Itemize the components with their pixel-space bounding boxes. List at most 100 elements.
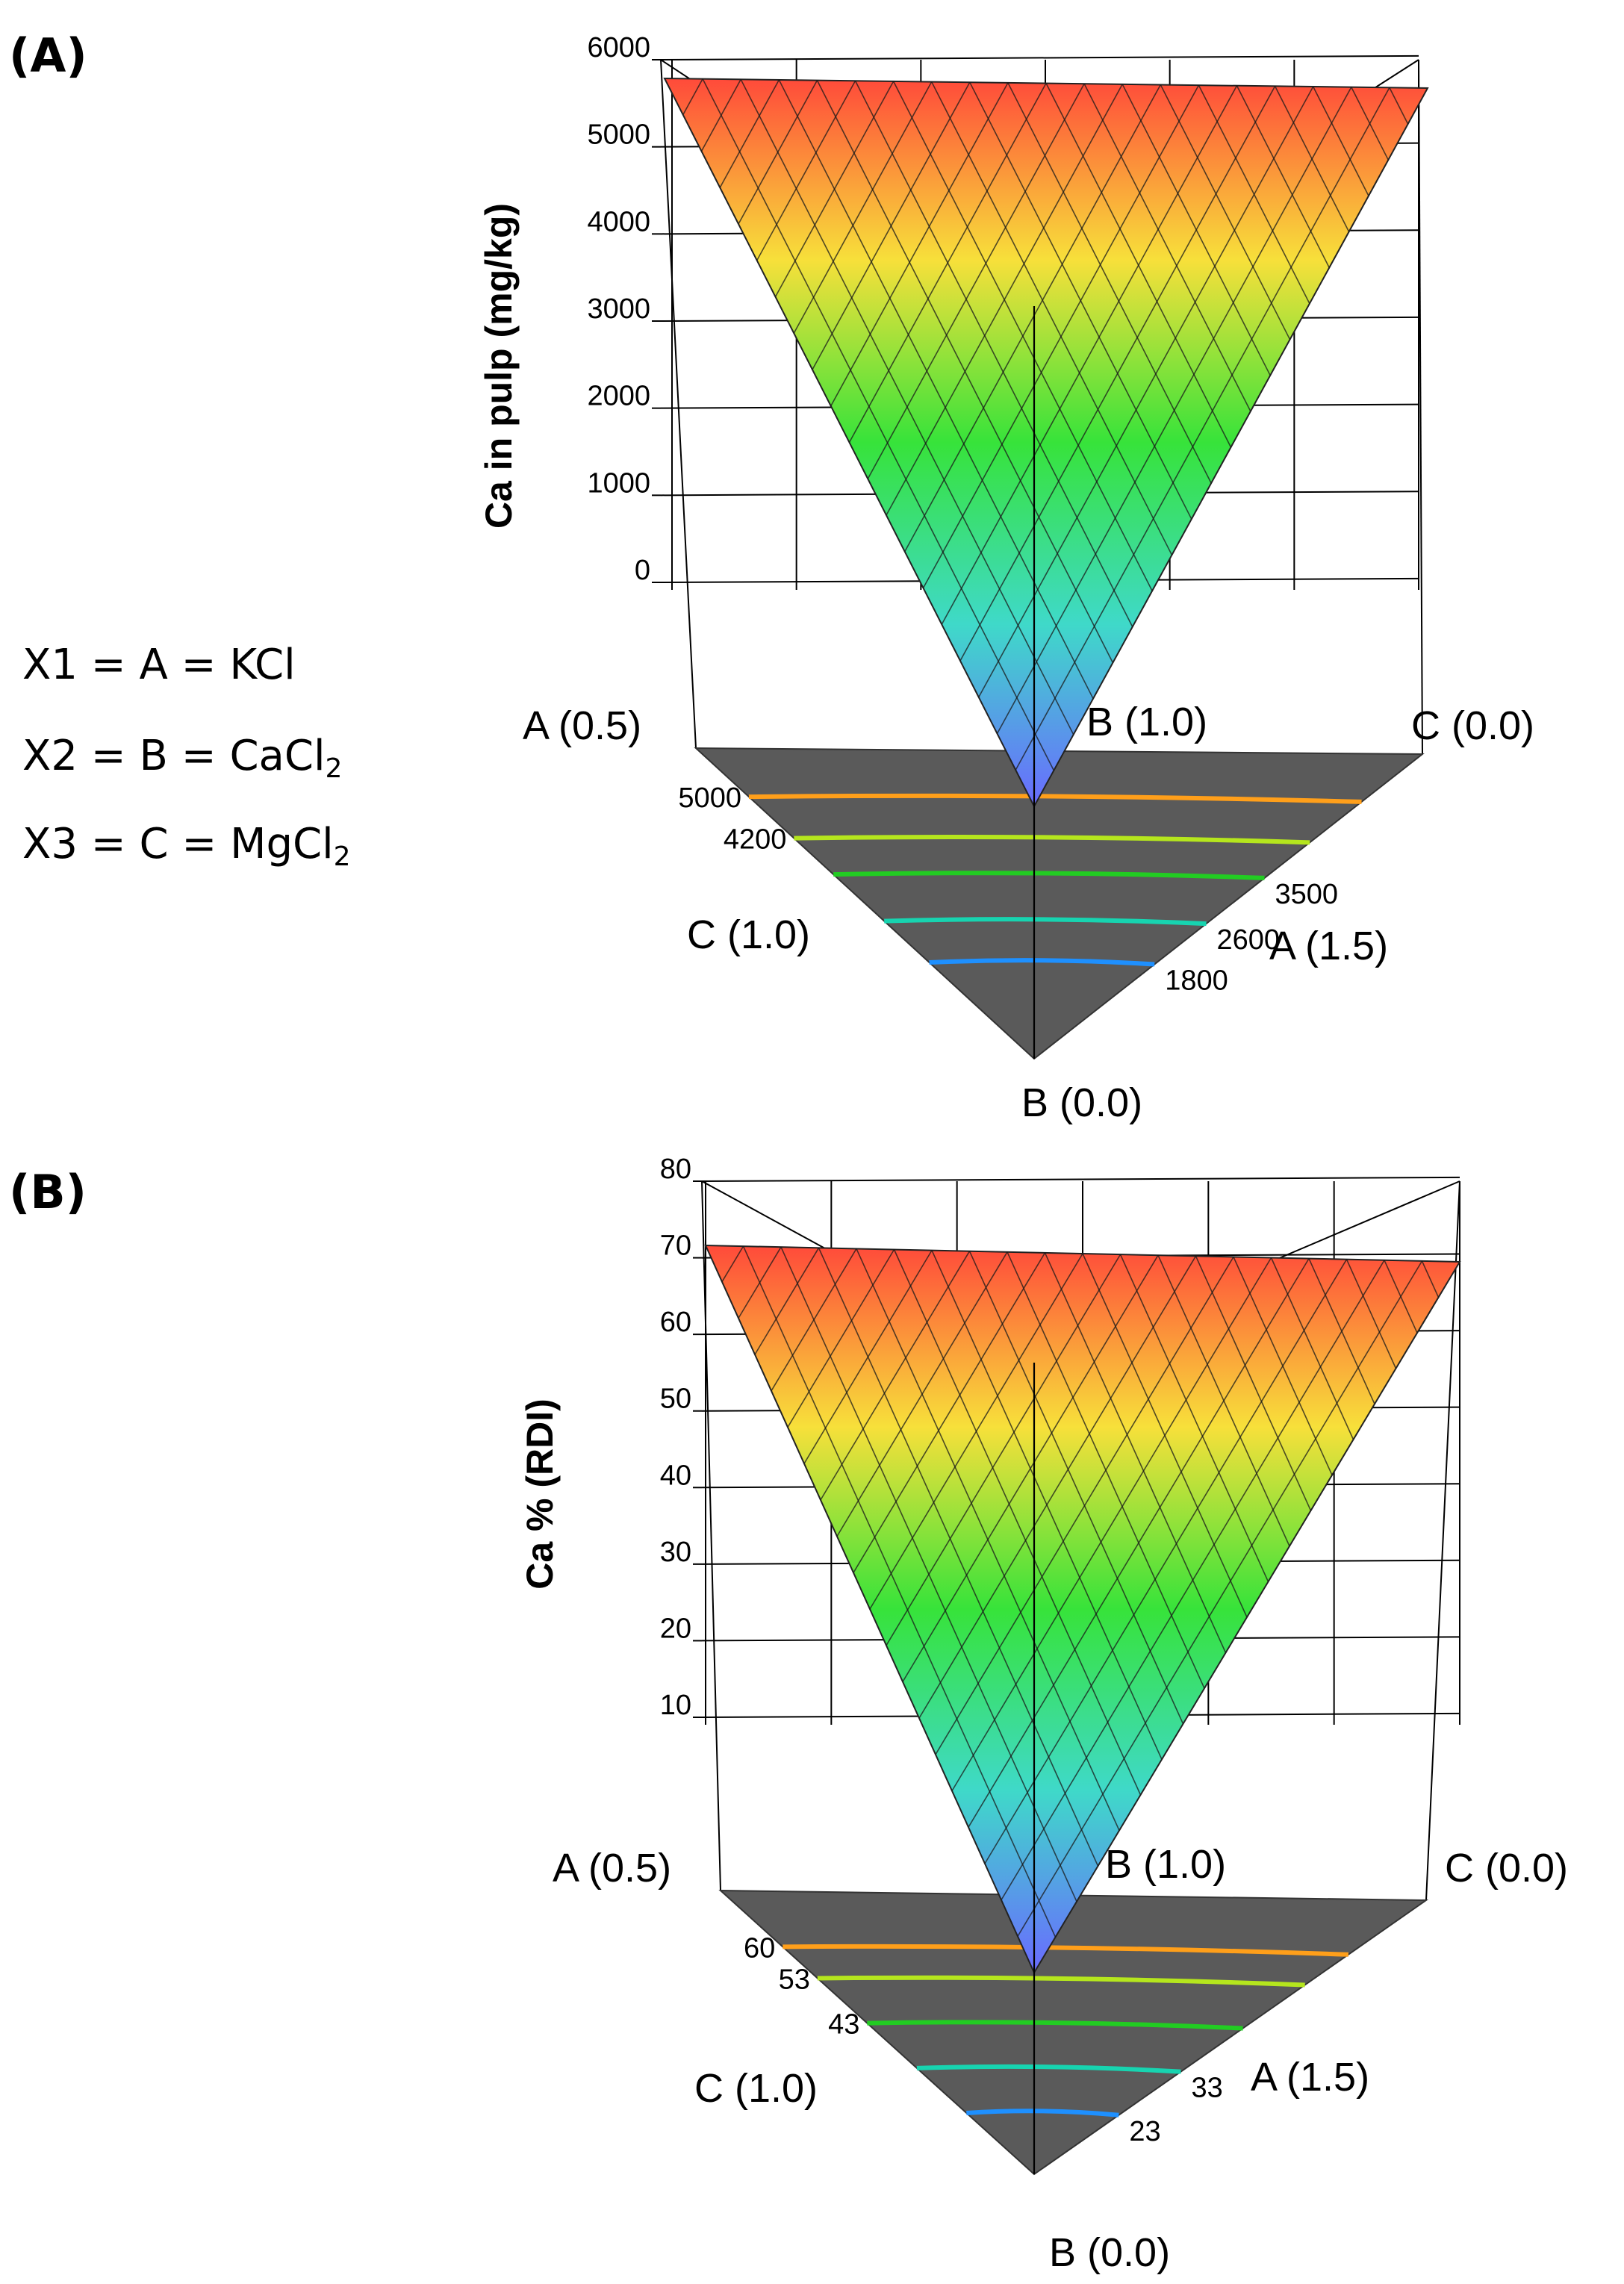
mesh-line <box>820 1251 971 1501</box>
mesh-line <box>935 1256 1234 1755</box>
contour-label: 43 <box>828 2009 859 2041</box>
ytick-label: 2000 <box>587 381 650 412</box>
mesh-line <box>951 1257 1272 1791</box>
mesh-line <box>742 1245 1057 1938</box>
ytick-label: 70 <box>660 1230 691 1262</box>
y-axis-title: Ca % (RDI) <box>519 1398 561 1590</box>
response-surface <box>704 1244 1461 1975</box>
legend-line-x1: X1 = A = KCl <box>22 641 296 693</box>
mesh-line <box>904 84 1162 553</box>
chart-panel-0: 6000 5000 4000 3000 2000 1000 0 Ca in pulp (mg/… <box>478 32 1534 1125</box>
mesh-line <box>719 79 780 188</box>
vertex-label-b-bottom: B (0.0) <box>1049 2230 1170 2275</box>
mesh-line <box>854 80 1133 627</box>
vertex-label-b-top: B (1.0) <box>1105 1842 1226 1887</box>
vertex-label-a-left: A (0.5) <box>523 703 641 748</box>
mesh-line <box>853 1252 1046 1573</box>
contour-label: 33 <box>1191 2073 1222 2104</box>
vertex-label-c-right: C (0.0) <box>1411 703 1534 748</box>
mesh-line <box>830 82 1009 407</box>
mesh-line <box>793 81 933 334</box>
axis-left <box>701 1180 721 1891</box>
mesh-line <box>867 83 1085 479</box>
contour-label: 3500 <box>1275 879 1339 910</box>
floor-triangle <box>718 1889 1429 2176</box>
axis-right <box>1425 1180 1460 1901</box>
contour-label: 53 <box>779 1964 810 1995</box>
mesh-line <box>931 1250 1163 1760</box>
mesh-line <box>721 1245 744 1283</box>
legend-x1-text: X1 = A = KCl <box>22 641 296 689</box>
vertex-label-c-right: C (0.0) <box>1445 1846 1568 1891</box>
contour-label: 2600 <box>1217 924 1281 956</box>
mesh-line <box>1195 1255 1312 1511</box>
contour-label: 60 <box>744 1932 775 1964</box>
vertex-label-a-right: A (1.5) <box>1251 2055 1369 2100</box>
legend-x3-sub: 2 <box>333 841 351 872</box>
mesh-line <box>941 85 1238 625</box>
mesh-line <box>818 1247 1099 1867</box>
response-surface <box>663 77 1429 809</box>
contour-line <box>817 1975 1305 1988</box>
mesh-line <box>1421 1260 1440 1298</box>
ytick-label: 3000 <box>587 293 650 325</box>
mesh-line <box>856 1248 1120 1831</box>
legend-x3-text: X3 = C = MgCl <box>22 820 334 868</box>
contour-label: 4200 <box>724 824 787 856</box>
mesh-line <box>1345 1259 1397 1369</box>
mesh-line <box>930 81 1173 556</box>
mesh-line <box>959 86 1276 662</box>
contour-line <box>833 871 1265 880</box>
ytick-label: 4000 <box>587 206 650 237</box>
mesh-line <box>740 78 1074 735</box>
mesh-line <box>1044 1252 1227 1653</box>
mesh-line <box>1312 86 1369 196</box>
axis-left <box>660 59 697 749</box>
ytick-label: 50 <box>660 1384 691 1415</box>
mesh-line <box>1015 87 1390 771</box>
legend-x2-text: X2 = B = CaCl <box>22 732 326 780</box>
mesh-line <box>1083 83 1251 412</box>
panel-label-b: (B) <box>9 1165 87 1219</box>
mesh-line <box>1119 1254 1269 1582</box>
ytick-label: 1000 <box>587 467 650 499</box>
mesh-line <box>780 1246 1077 1902</box>
mesh-line <box>968 1251 1184 1725</box>
vertex-label-b-top: B (1.0) <box>1086 700 1207 744</box>
contour-line <box>966 2109 1119 2117</box>
ytick-label: 5000 <box>587 119 650 151</box>
contour-label: 5000 <box>678 782 741 814</box>
vertex-label-b-bottom: B (0.0) <box>1021 1080 1142 1125</box>
ytick-label: 20 <box>660 1613 691 1644</box>
legend-line-x3: X3 = C = MgCl2 <box>22 820 351 872</box>
mesh-line <box>1270 1257 1354 1440</box>
vertex-label-c-left: C (1.0) <box>687 912 810 957</box>
y-axis-title: Ca in pulp (mg/kg) <box>478 203 520 529</box>
contour-label: 23 <box>1129 2116 1160 2147</box>
grid-line-h <box>701 1176 1460 1182</box>
ytick-label: 60 <box>660 1307 691 1338</box>
contour-line <box>929 958 1155 967</box>
contour-line <box>884 917 1207 927</box>
mesh-line <box>778 79 1094 700</box>
ytick-label: 6000 <box>587 32 650 63</box>
mesh-line <box>886 1254 1121 1646</box>
legend-x2-sub: 2 <box>325 753 343 784</box>
ytick-label: 0 <box>635 555 650 586</box>
mesh-line <box>984 1259 1348 1864</box>
mesh-line <box>918 1255 1197 1719</box>
grid-line-h <box>660 55 1419 60</box>
ytick-label: 80 <box>660 1154 691 1185</box>
contour-line <box>867 2020 1243 2031</box>
ytick-label: 40 <box>660 1460 691 1491</box>
mesh-line <box>787 1249 895 1428</box>
mesh-line <box>1017 1260 1423 1937</box>
mesh-line <box>1389 87 1409 125</box>
contour-line <box>916 2064 1181 2074</box>
vertex-label-c-left: C (1.0) <box>694 2066 818 2111</box>
mesh-line <box>996 87 1352 734</box>
mesh-line <box>892 81 1153 591</box>
ytick-label: 10 <box>660 1690 691 1721</box>
